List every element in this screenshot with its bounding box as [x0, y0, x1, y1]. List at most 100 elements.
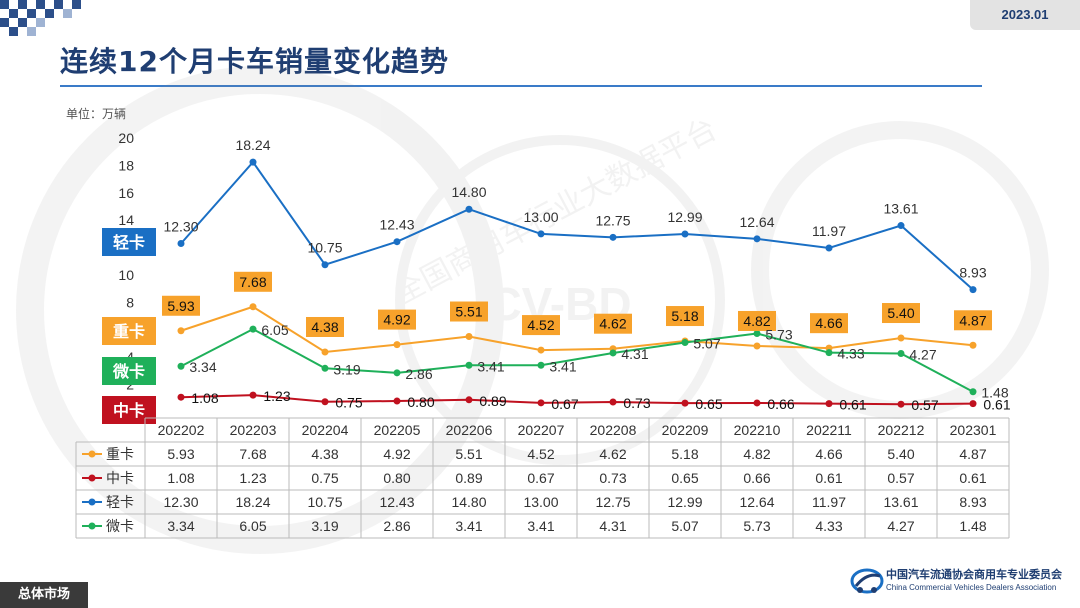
table-cell-value: 5.18: [671, 446, 698, 462]
data-labels: 5.93 7.68 4.38 4.92 5.51 4.52 4.62 5.18 4.82 4.66…: [162, 137, 1011, 413]
unit-label: 单位：万辆: [66, 107, 127, 121]
series-line-2: [180, 160, 974, 291]
data-point: [609, 349, 617, 357]
org-name-en: China Commercial Vehicles Dealers Associ…: [886, 583, 1057, 592]
heavy-label-box: [162, 295, 200, 316]
data-point: [897, 334, 905, 342]
micro-value-label: 4.33: [837, 346, 864, 362]
light-value-label: 12.43: [379, 217, 414, 233]
table-series-name: 中卡: [106, 471, 134, 487]
data-point: [249, 391, 257, 399]
data-point: [969, 388, 977, 396]
medium-value-label: 0.65: [695, 396, 722, 412]
association-logo: 中国汽车流通协会商用车专业委员会 China Commercial Vehicl…: [850, 562, 1072, 600]
data-point: [825, 400, 833, 408]
data-point: [537, 230, 545, 238]
heavy-label-box: [378, 309, 416, 330]
table-cell-value: 0.65: [671, 470, 698, 486]
table-cell-value: 5.51: [455, 446, 482, 462]
data-point: [753, 399, 761, 407]
table-category-label: 202211: [806, 422, 852, 438]
medium-value-label: 1.08: [191, 390, 218, 406]
heavy-value-label: 4.82: [743, 313, 770, 329]
checker-decoration: [0, 0, 81, 36]
heavy-value-label: 4.66: [815, 315, 842, 331]
heavy-label-box: [594, 313, 632, 334]
data-point: [897, 222, 905, 230]
data-point: [969, 400, 977, 408]
series-lines: [177, 158, 977, 408]
medium-value-label: 0.57: [911, 397, 938, 413]
table-cell-value: 4.87: [959, 446, 986, 462]
light-value-label: 14.80: [451, 184, 486, 200]
micro-value-label: 4.31: [621, 346, 648, 362]
heavy-label-box: [666, 306, 704, 327]
data-point: [609, 233, 617, 241]
heavy-label-box: [810, 313, 848, 334]
y-tick-label: 20: [118, 130, 134, 146]
data-point: [753, 235, 761, 243]
data-point: [177, 362, 185, 370]
data-point: [681, 399, 689, 407]
table-category-label: 202204: [302, 422, 349, 438]
data-point: [825, 244, 833, 252]
table-cell-value: 0.67: [527, 470, 554, 486]
data-point: [681, 230, 689, 238]
table-cell-value: 4.92: [383, 446, 410, 462]
y-tick-label: 18: [118, 157, 134, 173]
table-cell-value: 0.66: [743, 470, 770, 486]
legend-marker: [88, 474, 96, 482]
light-value-label: 13.61: [883, 201, 918, 217]
medium-value-label: 0.61: [983, 397, 1010, 413]
data-point: [177, 393, 185, 401]
table-cell-value: 7.68: [239, 446, 266, 462]
table-cell-value: 12.43: [379, 494, 414, 510]
data-point: [465, 396, 473, 404]
medium-value-label: 0.66: [767, 396, 794, 412]
series-tag-badge: [102, 228, 156, 256]
table-cell-value: 12.99: [667, 494, 702, 510]
table-cell-value: 4.31: [599, 518, 626, 534]
table-cell-value: 4.82: [743, 446, 770, 462]
heavy-label-box: [882, 303, 920, 324]
table-cell-value: 11.97: [812, 494, 846, 510]
medium-value-label: 0.80: [407, 394, 434, 410]
data-point: [321, 398, 329, 406]
data-point: [177, 327, 185, 335]
data-point: [249, 158, 257, 166]
medium-value-label: 1.23: [263, 388, 290, 404]
table-category-label: 202203: [230, 422, 277, 438]
table-category-label: 202301: [950, 422, 997, 438]
data-point: [393, 397, 401, 405]
table-cell-value: 13.61: [883, 494, 918, 510]
table-cell-value: 0.89: [455, 470, 482, 486]
table-category-label: 202208: [590, 422, 637, 438]
table-series-name: 微卡: [106, 519, 134, 535]
medium-value-label: 0.61: [839, 397, 866, 413]
y-tick-label: 16: [118, 185, 134, 201]
heavy-value-label: 4.62: [599, 316, 626, 332]
y-tick-label: 8: [126, 294, 134, 310]
table-cell-value: 12.64: [739, 494, 774, 510]
org-name-cn: 中国汽车流通协会商用车专业委员会: [886, 568, 1062, 581]
data-point: [609, 398, 617, 406]
light-value-label: 12.64: [739, 214, 774, 230]
light-value-label: 18.24: [235, 137, 270, 153]
table-cell-value: 4.33: [815, 518, 842, 534]
medium-value-label: 0.75: [335, 395, 362, 411]
light-value-label: 8.93: [959, 265, 986, 281]
heavy-value-label: 5.93: [167, 298, 194, 314]
heavy-label-box: [306, 316, 344, 337]
heavy-value-label: 7.68: [239, 274, 266, 290]
micro-value-label: 2.86: [405, 366, 432, 382]
series-line-0: [180, 305, 974, 354]
data-point: [969, 341, 977, 349]
medium-value-label: 0.89: [479, 393, 506, 409]
heavy-label-box: [522, 315, 560, 336]
data-point: [321, 261, 329, 269]
table-cell-value: 5.73: [743, 518, 770, 534]
data-point: [465, 205, 473, 213]
heavy-label-box: [450, 301, 488, 322]
title-divider: [60, 85, 982, 87]
